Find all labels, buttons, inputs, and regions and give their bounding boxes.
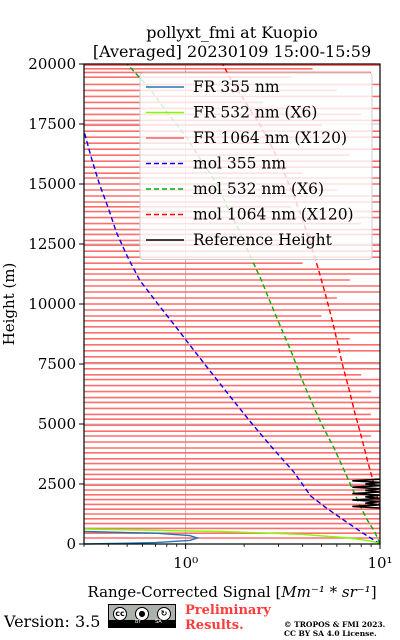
chart-subtitle: [Averaged] 20230109 15:00-15:59 xyxy=(93,42,371,61)
legend-label-3: mol 355 nm xyxy=(193,155,286,173)
preliminary-line-2: Results. xyxy=(185,618,244,633)
y-tick-label-7: 17500 xyxy=(28,115,76,133)
x-tick-label-1: 10¹ xyxy=(367,554,392,572)
y-tick-label-5: 12500 xyxy=(28,235,76,253)
x-tick-label-0: 10⁰ xyxy=(173,554,198,572)
copyright-line-2: CC BY SA 4.0 License. xyxy=(284,629,377,638)
cc-by-sa-badge: cc ● ↻ BY SA xyxy=(108,604,176,628)
badge-by: BY xyxy=(135,619,142,625)
legend-box xyxy=(139,72,373,260)
reference-height-marker xyxy=(352,478,381,509)
series-line-4 xyxy=(83,528,381,545)
legend-label-2: FR 1064 nm (X120) xyxy=(193,129,347,147)
preliminary-note: Preliminary Results. xyxy=(185,603,271,633)
chart-title: pollyxt_fmi at Kuopio xyxy=(146,23,317,42)
legend-label-1: FR 532 nm (X6) xyxy=(193,104,317,122)
y-axis-label: Height (m) xyxy=(0,263,18,346)
cc-badge-strip: BY SA xyxy=(109,619,175,627)
legend-label-6: Reference Height xyxy=(193,231,333,249)
cc-icon: cc xyxy=(113,606,127,621)
series-line-0 xyxy=(83,131,381,545)
y-tick-label-6: 15000 xyxy=(28,175,76,193)
share-alike-icon: ↻ xyxy=(157,606,171,621)
x-axis-label-units: Mm⁻¹ * sr⁻¹ xyxy=(280,583,370,601)
x-axis-label: Range-Corrected Signal [Mm⁻¹ * sr⁻¹] xyxy=(87,583,376,601)
y-tick-label-8: 20000 xyxy=(28,55,76,73)
badge-sa: SA xyxy=(155,619,162,625)
x-axis-label-suffix: ] xyxy=(371,583,377,601)
legend-label-4: mol 532 nm (X6) xyxy=(193,180,324,198)
series-line-2 xyxy=(221,63,381,509)
y-tick-label-0: 0 xyxy=(66,535,76,553)
y-tick-label-3: 7500 xyxy=(38,355,76,373)
series-line-3 xyxy=(83,530,200,545)
legend-label-0: FR 355 nm xyxy=(193,78,280,96)
axis-ticks: 0 2500 5000 7500 10000 12500 15000 17500 20000 10… xyxy=(28,55,392,572)
copyright-line-1: © TROPOS & FMI 2023. xyxy=(284,620,386,629)
legend: FR 355 nm FR 532 nm (X6) FR 1064 nm (X120)… xyxy=(139,72,373,260)
x-axis-label-prefix: Range-Corrected Signal [ xyxy=(87,583,281,601)
version-label: Version: 3.5 xyxy=(4,612,101,631)
y-tick-label-4: 10000 xyxy=(28,295,76,313)
y-tick-label-2: 5000 xyxy=(38,415,76,433)
copyright-note: © TROPOS & FMI 2023. CC BY SA 4.0 Licens… xyxy=(284,620,385,638)
y-tick-label-1: 2500 xyxy=(38,475,76,493)
reference-height-line xyxy=(352,478,381,509)
preliminary-line-1: Preliminary xyxy=(185,603,271,618)
legend-label-5: mol 1064 nm (X120) xyxy=(193,206,354,224)
